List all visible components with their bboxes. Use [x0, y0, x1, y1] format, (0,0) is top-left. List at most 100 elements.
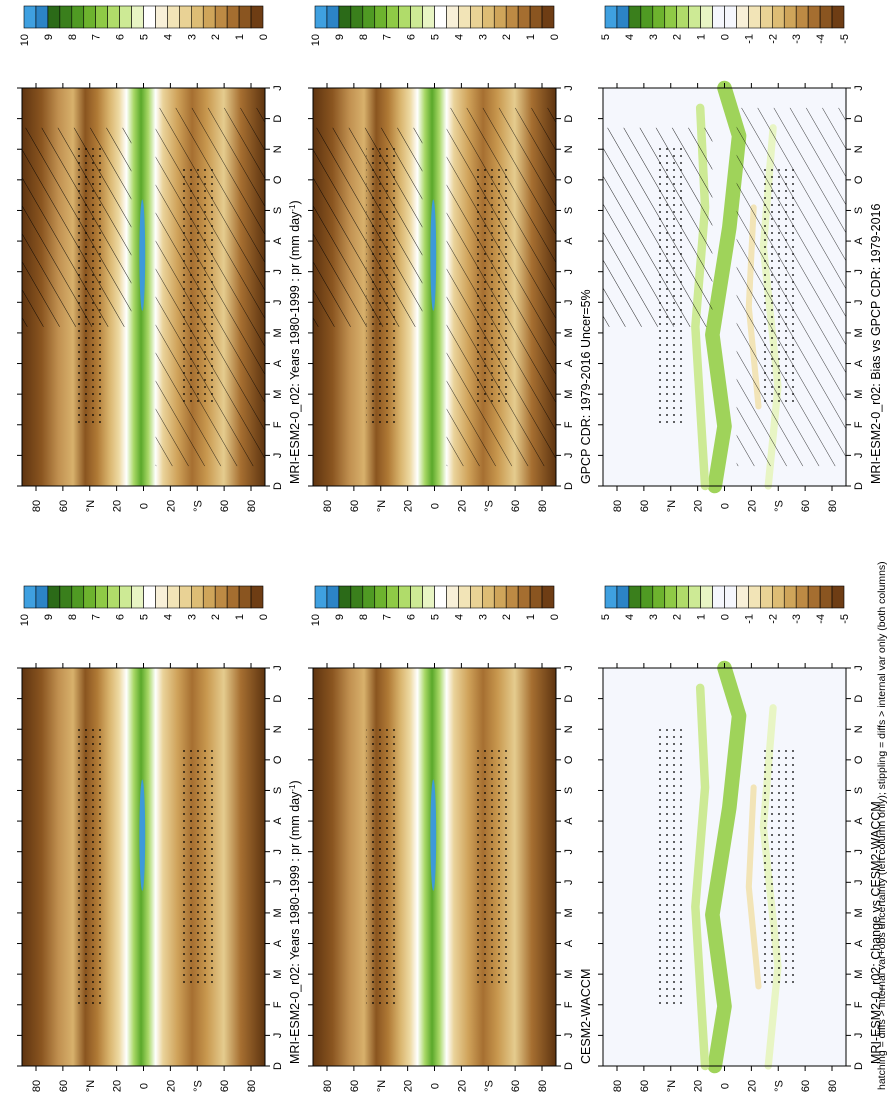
lat-tick-label: 80 [612, 500, 624, 512]
month-tick-label: M [853, 970, 865, 979]
colorbar-label: -4 [815, 34, 827, 44]
month-tick-label: S [853, 207, 865, 214]
lat-tick-label: 20 [746, 500, 758, 512]
month-tick-label: J [853, 85, 865, 91]
colorbar-label: 7 [382, 614, 394, 620]
stippling-overlay [473, 167, 508, 407]
colorbar-swatch [541, 5, 555, 29]
month-tick-label: J [853, 665, 865, 671]
colorbar-label: 5 [139, 614, 151, 620]
colorbar-swatch [748, 5, 761, 29]
colorbar-swatch [167, 585, 180, 609]
colorbar-swatch [517, 585, 531, 609]
colorbar-label: 2 [210, 34, 222, 40]
colorbar-swatch [107, 585, 120, 609]
month-tick-label: J [272, 1033, 284, 1039]
lat-tick-label: 20 [693, 1080, 705, 1092]
colorbar-swatch [191, 585, 204, 609]
month-tick-label: J [272, 300, 284, 306]
colorbar-label: -4 [815, 614, 827, 624]
colorbar-swatch [700, 585, 713, 609]
colorbar-swatch [771, 5, 785, 29]
lat-tick-label: 20 [112, 1080, 124, 1092]
month-tick-label: J [853, 1033, 865, 1039]
month-tick-label: A [853, 359, 865, 367]
lat-tick-label: 80 [827, 1080, 839, 1092]
stippling-overlay [182, 747, 217, 987]
month-tick-label: A [563, 359, 575, 367]
lat-tick-label: 0 [720, 503, 732, 509]
colorbar-swatch [795, 5, 809, 29]
month-tick-label: O [272, 175, 284, 184]
colorbar-label: 3 [648, 34, 660, 40]
colorbar-swatch [831, 585, 845, 609]
month-tick-label: F [853, 1001, 865, 1008]
colorbar-swatch [95, 5, 108, 29]
colorbar-swatch [226, 585, 240, 609]
colorbar-swatch [807, 585, 821, 609]
colorbar-label: 9 [334, 614, 346, 620]
colorbar-swatch [107, 5, 120, 29]
colorbar-swatch [831, 5, 845, 29]
month-tick-label: N [563, 145, 575, 153]
colorbar-label: 5 [430, 614, 442, 620]
colorbar-label: 2 [672, 34, 684, 40]
title-end: ) [288, 780, 302, 784]
lat-tick-label: 20 [693, 500, 705, 512]
colorbar-swatch [314, 5, 328, 29]
colorbar-swatch [505, 5, 519, 29]
month-tick-label: M [272, 328, 284, 337]
lat-tick-label: 20 [165, 500, 177, 512]
lat-tick-label: 0 [430, 1083, 442, 1089]
colorbar-label: -5 [839, 614, 851, 624]
colorbar-swatch [616, 5, 630, 29]
itcz-core [139, 199, 146, 311]
colorbar-swatch [35, 585, 49, 609]
colorbar-swatch [505, 585, 519, 609]
lat-tick-label: 80 [322, 1080, 334, 1092]
colorbar-label: 5 [139, 34, 151, 40]
colorbar-swatch [326, 585, 340, 609]
month-tick-label: O [563, 175, 575, 184]
colorbar-label: 7 [382, 34, 394, 40]
colorbar-swatch [688, 5, 701, 29]
colorbar-swatch [167, 5, 180, 29]
colorbar-swatch [374, 585, 387, 609]
colorbar-label: 4 [624, 34, 636, 40]
lat-tick-label: °N [666, 1080, 678, 1092]
colorbar-swatch [179, 585, 192, 609]
colorbar-swatch [238, 585, 252, 609]
month-tick-label: S [272, 207, 284, 214]
month-tick-label: J [563, 85, 575, 91]
stippling-overlay [366, 147, 396, 427]
colorbar-swatch [386, 585, 399, 609]
colorbar-swatch [628, 585, 642, 609]
field-band-1 [705, 660, 747, 1074]
colorbar-swatch [386, 5, 399, 29]
lat-tick-label: 80 [612, 1080, 624, 1092]
panel-title: GPCP CDR: 1979-2016 Uncer=5% [579, 289, 593, 484]
colorbar-swatch [481, 585, 495, 609]
month-tick-label: O [853, 175, 865, 184]
panel-title: MRI-ESM2-0_r02: Bias vs GPCP CDR: 1979-2… [869, 204, 883, 484]
stippling-overlay [763, 167, 798, 407]
lat-tick-label: 80 [31, 1080, 43, 1092]
colorbar-label: 1 [696, 34, 708, 40]
colorbar-swatch [724, 5, 737, 29]
colorbar-label: 0 [549, 34, 561, 40]
month-tick-label: D [853, 1062, 865, 1070]
colorbar-swatch [604, 585, 618, 609]
month-tick-label: D [853, 482, 865, 490]
colorbar-swatch [736, 5, 749, 29]
stippling-overlay [366, 727, 396, 1007]
colorbar-swatch [83, 5, 96, 29]
colorbar-label: 2 [672, 614, 684, 620]
lat-tick-label: 60 [800, 1080, 812, 1092]
lat-tick-label: 60 [349, 500, 361, 512]
month-tick-label: M [272, 970, 284, 979]
colorbar-swatch [155, 585, 168, 609]
colorbar-swatch [226, 5, 240, 29]
colorbar-swatch [529, 5, 543, 29]
colorbar-swatch [819, 5, 833, 29]
